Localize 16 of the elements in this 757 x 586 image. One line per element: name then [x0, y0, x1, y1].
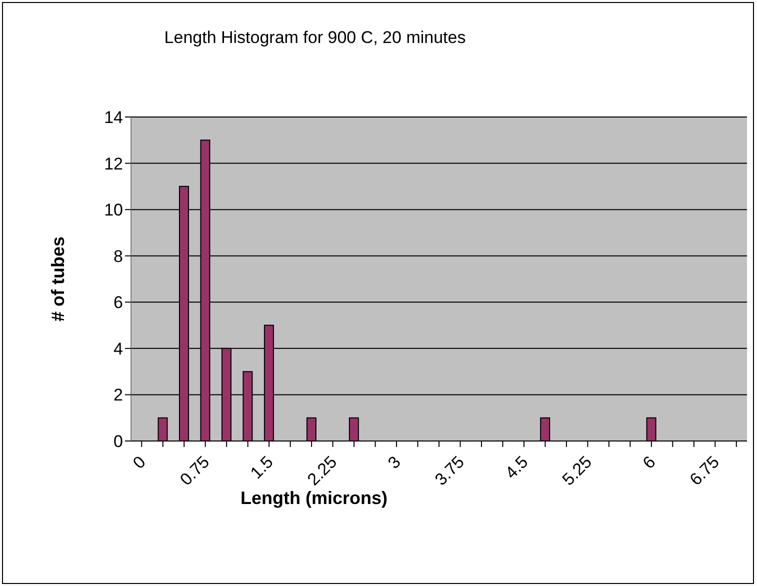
x-tick-label: 0	[129, 452, 150, 473]
y-tick-label: 12	[104, 154, 123, 174]
y-tick-label: 2	[114, 386, 123, 405]
y-tick-label: 6	[114, 293, 123, 312]
x-tick-label: 1.5	[246, 452, 277, 483]
y-tick-label: 14	[104, 108, 123, 128]
y-axis-title: # of tubes	[48, 236, 68, 322]
x-tick-label: 4.5	[502, 452, 532, 483]
x-tick-label: 3	[384, 452, 404, 473]
x-tick-label: 6	[639, 452, 660, 473]
chart-title: Length Histogram for 900 C, 20 minutes	[163, 28, 467, 48]
y-tick-label: 4	[114, 339, 123, 358]
y-tick-label: 10	[104, 200, 123, 220]
y-tick-label: 0	[114, 432, 123, 452]
y-tick-label: 8	[114, 246, 123, 266]
x-axis-title: Length (microns)	[240, 488, 388, 508]
